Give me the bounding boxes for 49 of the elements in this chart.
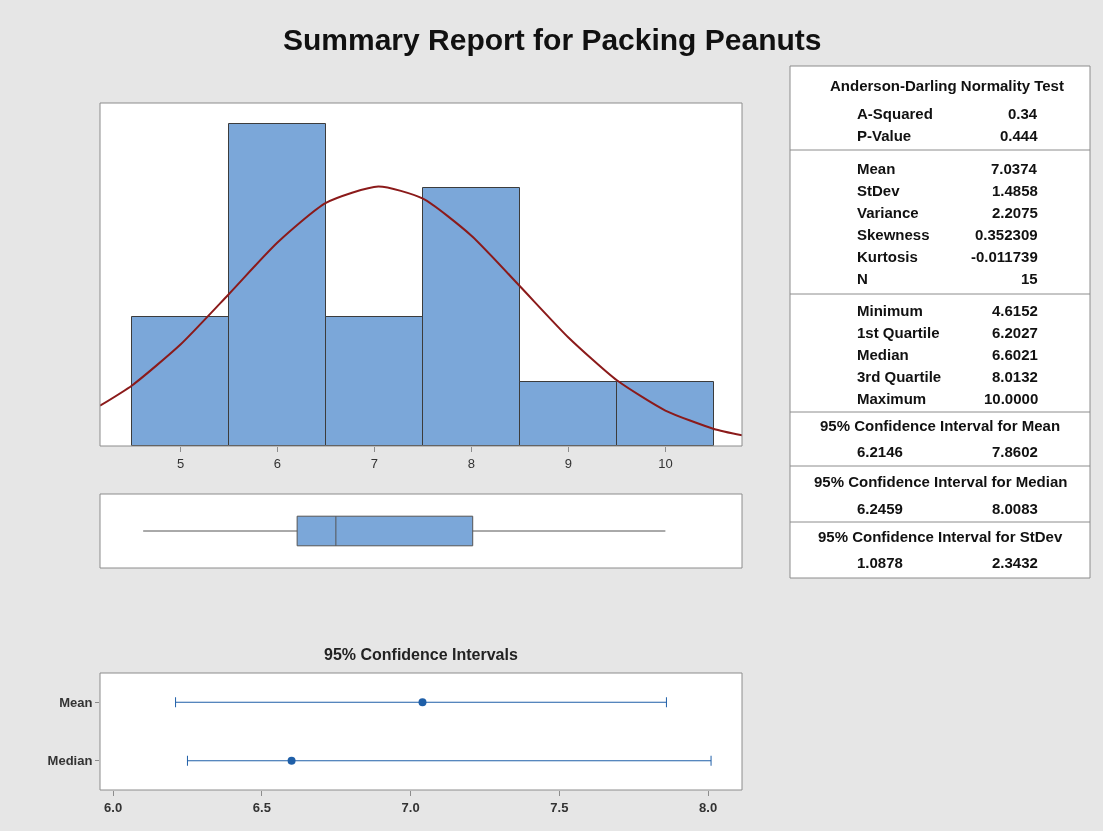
text: 1st Quartile xyxy=(857,324,940,341)
text: 1.0878 xyxy=(857,554,903,571)
text: 2.2075 xyxy=(992,204,1038,221)
text: 1.4858 xyxy=(992,182,1038,199)
x-tick-label: 7 xyxy=(370,455,379,471)
text: Anderson-Darling Normality Test xyxy=(830,77,1064,94)
text: 8.0132 xyxy=(992,368,1038,385)
text: 8.0083 xyxy=(992,500,1038,517)
text: 7.0374 xyxy=(991,160,1038,177)
text: Median xyxy=(857,346,909,363)
chart-title: 95% Confidence Intervals xyxy=(324,646,518,663)
x-tick-label: 7.0 xyxy=(401,799,420,815)
text: 7.8602 xyxy=(992,443,1038,460)
text: 6.2146 xyxy=(857,443,903,460)
x-tick-label: 6 xyxy=(273,455,282,471)
text: Skewness xyxy=(857,226,930,243)
text: 0.352309 xyxy=(975,226,1038,243)
text: 6.2459 xyxy=(857,500,903,517)
text: Mean xyxy=(857,160,896,177)
text: P-Value xyxy=(857,127,912,144)
text: 3rd Quartile xyxy=(857,368,942,385)
text: -0.011739 xyxy=(971,248,1038,265)
text: 4.6152 xyxy=(992,302,1038,319)
text: Maximum xyxy=(857,390,927,407)
text: Minimum xyxy=(857,302,923,319)
text: 0.444 xyxy=(1000,127,1039,144)
x-tick-label: 6.5 xyxy=(252,799,271,815)
text: Variance xyxy=(857,204,919,221)
x-tick-label: 9 xyxy=(564,455,573,471)
chart-title: Summary Report for Packing Peanuts xyxy=(283,23,822,56)
x-tick-label: 7.5 xyxy=(550,799,569,815)
text: 15 xyxy=(1021,270,1038,287)
text: 6.2027 xyxy=(992,324,1038,341)
text: N xyxy=(857,270,868,287)
x-tick-label: 8 xyxy=(467,455,476,471)
text: 0.34 xyxy=(1008,105,1038,122)
text: 95% Confidence Interval for Median xyxy=(814,473,1068,490)
x-tick-label: 8.0 xyxy=(699,799,718,815)
text: StDev xyxy=(857,182,901,199)
text: 10.0000 xyxy=(984,390,1039,407)
text: 95% Confidence Interval for StDev xyxy=(818,528,1063,545)
text: 2.3432 xyxy=(992,554,1038,571)
text: Kurtosis xyxy=(857,248,918,265)
text: 6.6021 xyxy=(992,346,1038,363)
text: A-Squared xyxy=(857,105,933,122)
x-tick-label: 6.0 xyxy=(104,799,123,815)
x-tick-label: 5 xyxy=(176,455,185,471)
x-tick-label: 10 xyxy=(658,455,673,471)
text: 95% Confidence Interval for Mean xyxy=(820,417,1061,434)
